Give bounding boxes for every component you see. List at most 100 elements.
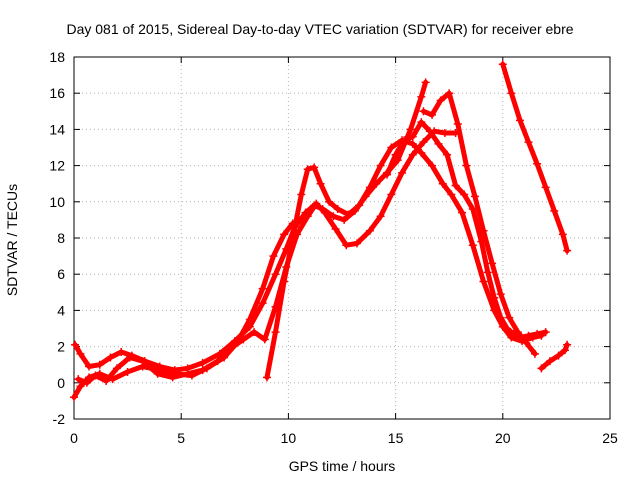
x-tick-label: 15 (388, 430, 404, 446)
series-line (421, 90, 538, 357)
data-point (545, 357, 554, 366)
data-point (303, 165, 312, 174)
data-point (558, 230, 567, 239)
x-tick-label: 10 (281, 430, 297, 446)
data-point (376, 212, 385, 221)
data-point (470, 192, 479, 201)
data-point (183, 369, 192, 378)
chart-title: Day 081 of 2015, Sidereal Day-to-day VTE… (66, 21, 573, 37)
data-point (280, 277, 289, 286)
data-point (400, 136, 409, 145)
data-point (490, 293, 499, 302)
data-point (250, 328, 259, 337)
series-line (75, 128, 459, 386)
series-sat-e (383, 118, 550, 342)
y-tick-label: 4 (57, 302, 65, 318)
data-point (74, 375, 83, 384)
y-tick-label: 0 (57, 375, 65, 391)
data-point (488, 259, 497, 268)
data-point (408, 132, 417, 141)
y-axis-label: SDTVAR / TECUs (4, 184, 20, 296)
data-point (70, 393, 78, 402)
data-point (82, 378, 91, 387)
y-tick-label: 8 (57, 230, 65, 246)
data-point (417, 92, 426, 101)
data-point (125, 353, 134, 362)
data-point (507, 89, 516, 98)
data-point (76, 382, 85, 391)
data-point (271, 328, 280, 337)
data-point (245, 322, 254, 331)
y-tick-label: -2 (53, 411, 66, 427)
data-point (530, 349, 539, 358)
data-point (340, 215, 349, 224)
data-point (537, 364, 546, 373)
data-point (320, 208, 329, 217)
data-point (560, 346, 569, 355)
x-axis-label: GPS time / hours (289, 458, 396, 474)
data-point (515, 116, 524, 125)
data-point (479, 226, 488, 235)
data-point (71, 340, 80, 349)
y-tick-label: 10 (49, 194, 65, 210)
data-point (496, 313, 505, 322)
series-sat-d (262, 136, 546, 382)
data-point (421, 78, 430, 87)
data-point (419, 138, 428, 147)
data-point (408, 139, 417, 148)
data-point (329, 212, 338, 221)
x-tick-label: 5 (177, 430, 185, 446)
data-point (483, 268, 492, 277)
data-point (353, 239, 362, 248)
data-point (563, 340, 572, 349)
x-tick-label: 20 (495, 430, 511, 446)
data-point (91, 371, 100, 380)
series-sat-f (419, 89, 539, 358)
data-point (262, 373, 271, 382)
data-point (440, 129, 449, 138)
data-point (310, 163, 319, 172)
data-point (387, 143, 396, 152)
data-point (316, 179, 325, 188)
data-point (376, 161, 385, 170)
data-point (428, 110, 437, 119)
data-point (541, 183, 550, 192)
data-point (102, 376, 111, 385)
data-point (269, 252, 278, 261)
data-point (438, 179, 447, 188)
y-tick-label: 6 (57, 266, 65, 282)
data-point (258, 299, 267, 308)
data-point (453, 119, 462, 128)
data-point (198, 358, 207, 367)
series-sat-h (537, 340, 572, 373)
data-point (541, 328, 550, 337)
data-point (513, 328, 522, 337)
data-point (365, 226, 374, 235)
data-point (524, 138, 533, 147)
data-point (503, 324, 512, 333)
data-point (533, 329, 542, 338)
data-point (155, 362, 164, 371)
data-point (505, 313, 514, 322)
series-line (500, 61, 570, 254)
data-point (342, 241, 351, 250)
data-point (138, 357, 147, 366)
data-point (333, 205, 342, 214)
data-point (408, 150, 417, 159)
data-point (365, 183, 374, 192)
data-point (76, 349, 85, 358)
data-point (447, 190, 456, 199)
series-sat-c (74, 127, 460, 387)
data-point (391, 150, 400, 159)
data-point (168, 373, 177, 382)
y-tick-label: 12 (49, 158, 65, 174)
series-line (538, 342, 570, 371)
data-point (383, 170, 392, 179)
data-point (170, 366, 179, 375)
data-point (85, 362, 94, 371)
y-tick-label: 14 (49, 121, 65, 137)
data-point (297, 190, 306, 199)
data-point (498, 60, 507, 69)
data-point (436, 96, 445, 105)
